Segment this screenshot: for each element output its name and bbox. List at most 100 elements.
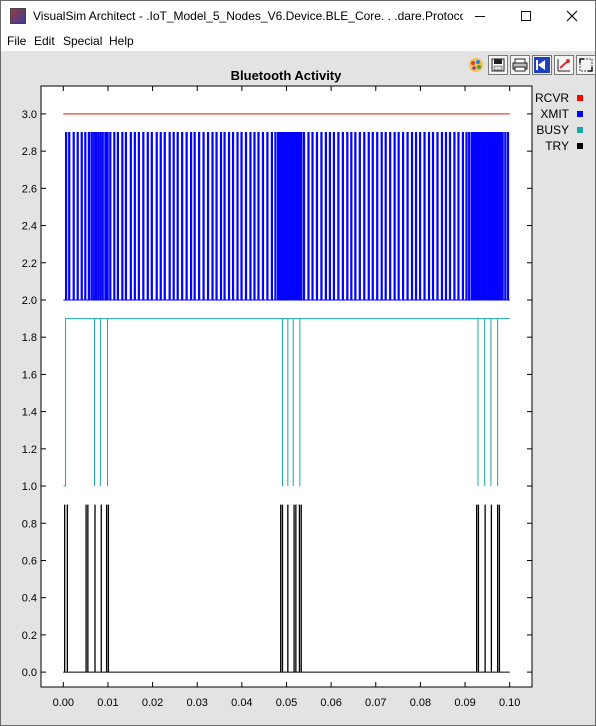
set-axes-icon[interactable] (554, 55, 574, 75)
series-xmit-pulse (499, 131, 502, 300)
series-xmit-pulse (470, 131, 473, 300)
series-xmit-pulse (320, 131, 323, 300)
series-xmit-pulse (302, 131, 306, 300)
series-xmit-pulse (284, 131, 287, 300)
y-tick-label: 0.2 (22, 630, 37, 642)
series-xmit-pulse (453, 131, 456, 300)
series-xmit-pulse (185, 131, 188, 300)
series-xmit-pulse (474, 131, 477, 300)
y-tick-label: 2.8 (22, 146, 37, 158)
series-xmit-pulse (485, 131, 488, 300)
series-xmit-pulse (249, 131, 252, 300)
menu-help[interactable]: Help (109, 34, 134, 48)
series-xmit-pulse (492, 131, 495, 300)
menu-edit[interactable]: Edit (34, 34, 55, 48)
series-xmit-pulse (486, 131, 490, 300)
y-tick-label: 1.2 (22, 444, 37, 456)
legend-label-rcvr: RCVR (534, 91, 569, 105)
series-xmit-pulse (101, 131, 104, 300)
series-xmit-pulse (121, 131, 124, 300)
x-tick-label: 0.09 (454, 697, 475, 709)
app-icon (10, 8, 26, 24)
series-xmit-pulse (468, 131, 471, 300)
series-xmit-pulse (337, 131, 340, 300)
series-xmit-pulse (472, 131, 475, 300)
series-xmit-pulse (448, 131, 452, 300)
series-xmit-pulse (92, 131, 95, 300)
series-xmit-pulse (278, 131, 282, 300)
series-xmit-pulse (483, 131, 486, 300)
series-xmit-pulse (150, 131, 153, 300)
series-xmit-pulse (380, 131, 383, 300)
x-tick-label: 0.02 (142, 697, 163, 709)
series-xmit-pulse (298, 131, 301, 300)
series-xmit-pulse (397, 131, 400, 300)
y-tick-label: 3.0 (22, 109, 37, 121)
series-xmit-pulse (293, 131, 296, 300)
series-xmit-pulse (206, 131, 210, 300)
legend-swatch-try (577, 143, 583, 149)
window-title: VisualSim Architect - .IoT_Model_5_Nodes… (33, 9, 463, 23)
series-xmit-pulse (84, 131, 87, 300)
series-xmit-pulse (280, 131, 283, 300)
y-tick-label: 0.4 (22, 593, 37, 605)
series-xmit-pulse (481, 131, 484, 300)
legend-item-busy: BUSY (535, 123, 585, 139)
legend-swatch-rcvr (577, 95, 583, 101)
series-xmit-pulse (198, 131, 201, 300)
series-xmit-pulse (504, 131, 507, 300)
series-xmit-pulse (146, 131, 149, 300)
palette-icon[interactable] (466, 55, 486, 75)
series-xmit-pulse (350, 131, 353, 300)
menu-special[interactable]: Special (63, 34, 103, 48)
series-xmit-pulse (490, 131, 493, 300)
series-xmit-pulse (465, 131, 468, 300)
series-xmit-pulse (244, 131, 248, 300)
series-xmit-pulse (65, 131, 68, 300)
series-xmit-pulse (189, 131, 193, 300)
title-bar[interactable]: VisualSim Architect - .IoT_Model_5_Nodes… (1, 1, 595, 31)
series-xmit-pulse (393, 131, 396, 300)
print-icon[interactable] (510, 55, 530, 75)
series-xmit-pulse (506, 131, 510, 300)
y-tick-label: 1.0 (22, 481, 37, 493)
series-xmit-pulse (116, 131, 119, 300)
series-xmit-pulse (257, 131, 260, 300)
legend-item-xmit: XMIT (535, 107, 585, 123)
chart-title: Bluetooth Activity (230, 68, 342, 83)
series-xmit-pulse (296, 131, 299, 300)
series-xmit-pulse (358, 131, 361, 300)
series-xmit-pulse (142, 131, 145, 300)
series-xmit-pulse (440, 131, 444, 300)
series-xmit-pulse (476, 131, 479, 300)
y-tick-label: 2.0 (22, 295, 37, 307)
series-xmit-pulse (97, 131, 100, 300)
menu-file[interactable]: File (7, 34, 27, 48)
series-xmit-pulse (282, 131, 285, 300)
save-icon[interactable] (488, 55, 508, 75)
series-xmit-pulse (479, 131, 482, 300)
series-xmit-pulse (72, 131, 75, 300)
series-xmit-pulse (285, 131, 289, 300)
series-xmit-pulse (367, 131, 370, 300)
series-xmit-pulse (168, 131, 171, 300)
maximize-button[interactable] (503, 1, 549, 31)
x-tick-label: 0.03 (187, 697, 208, 709)
series-xmit-pulse (172, 131, 175, 300)
y-tick-label: 0.0 (22, 667, 37, 679)
series-xmit-pulse (324, 131, 327, 300)
series-xmit-pulse (76, 131, 79, 300)
x-tick-label: 0.07 (365, 697, 386, 709)
legend-swatch-xmit (577, 111, 583, 117)
reset-axes-icon[interactable] (532, 55, 552, 75)
series-xmit-pulse (99, 131, 102, 300)
series-xmit-pulse (274, 131, 277, 300)
close-icon (566, 10, 578, 22)
y-tick-label: 1.6 (22, 369, 37, 381)
y-tick-label: 2.4 (22, 221, 37, 233)
series-xmit-pulse (457, 131, 460, 300)
minimize-button[interactable] (457, 1, 503, 31)
close-button[interactable] (549, 1, 595, 31)
x-tick-label: 0.05 (276, 697, 297, 709)
